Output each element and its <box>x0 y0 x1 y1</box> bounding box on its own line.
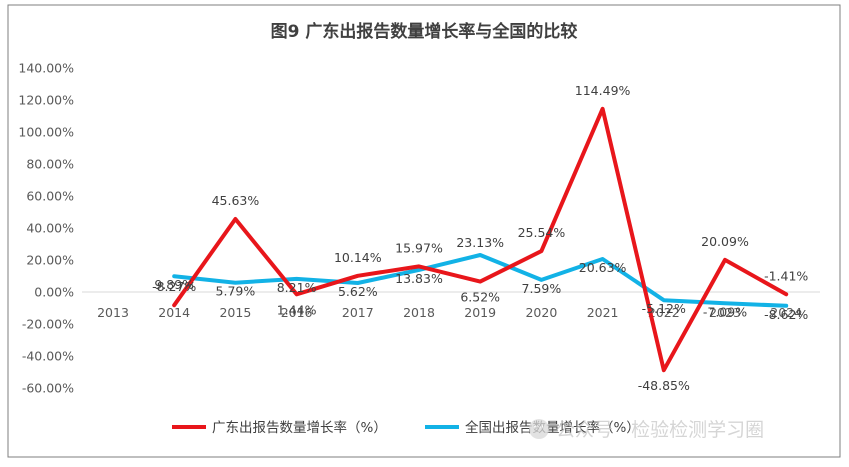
data-label: -7.09% <box>703 304 747 319</box>
data-label: 20.63% <box>579 260 627 275</box>
y-tick-label: -20.00% <box>22 317 74 332</box>
data-label: -8.27% <box>152 279 196 294</box>
data-label: 114.49% <box>575 83 631 98</box>
chart-border <box>7 4 841 458</box>
x-tick-label: 2022 <box>648 305 680 320</box>
x-tick-label: 2014 <box>158 305 190 320</box>
y-tick-label: 20.00% <box>26 253 74 268</box>
chart-title: 图9 广东出报告数量增长率与全国的比较 <box>271 21 578 42</box>
x-tick-label: 2016 <box>281 305 313 320</box>
y-tick-label: 60.00% <box>26 189 74 204</box>
data-label: 25.54% <box>518 225 566 240</box>
data-label: 15.97% <box>395 240 443 255</box>
watermark: 公众号 · 检验检测学习圈 <box>529 419 764 441</box>
data-label: 8.21% <box>277 280 317 295</box>
data-label: 13.83% <box>395 271 443 286</box>
y-tick-label: -60.00% <box>22 381 74 396</box>
data-label: 7.59% <box>522 281 562 296</box>
x-axis: 2013 2014 2015 2016 2017 2018 2019 2020 2021 2022… <box>97 305 802 320</box>
legend-label: 全国出报告数量增长率（%） <box>465 419 640 436</box>
data-label: 10.14% <box>334 250 382 265</box>
series-line-national <box>172 253 789 308</box>
legend: 广东出报告数量增长率（%） 全国出报告数量增长率（%） <box>172 419 640 436</box>
data-label: 9.89% <box>154 277 194 292</box>
x-tick-label: 2017 <box>342 305 374 320</box>
watermark-text: 公众号 · 检验检测学习圈 <box>556 419 764 441</box>
x-tick-label: 2020 <box>525 305 557 320</box>
y-tick-label: 0.00% <box>34 285 74 300</box>
data-label: 20.09% <box>701 234 749 249</box>
data-labels: -8.27% 45.63% 1.44% 10.14% 15.97% 6.52% 25.54%… <box>152 83 808 393</box>
y-axis: 140.00% 120.00% 100.00% 80.00% 60.00% 40.00% 2… <box>18 61 74 396</box>
x-tick-label: 2024 <box>770 305 802 320</box>
data-label: 5.79% <box>216 284 256 299</box>
y-tick-label: 100.00% <box>18 125 74 140</box>
y-tick-label: 80.00% <box>26 157 74 172</box>
data-label: -5.12% <box>642 301 686 316</box>
data-label: 1.44% <box>277 302 317 317</box>
legend-label: 广东出报告数量增长率（%） <box>212 419 387 436</box>
wechat-logo-icon <box>529 419 549 439</box>
x-tick-label: 2023 <box>709 305 741 320</box>
x-tick-label: 2015 <box>219 305 251 320</box>
series-line-guangdong <box>172 106 789 373</box>
data-label: -8.62% <box>764 307 808 322</box>
y-tick-label: 40.00% <box>26 221 74 236</box>
data-label: 45.63% <box>212 193 260 208</box>
wechat-logo-eye-left <box>533 425 537 429</box>
data-label: 6.52% <box>460 290 500 305</box>
data-label: 23.13% <box>456 235 504 250</box>
data-label: -1.41% <box>764 268 808 283</box>
y-tick-label: 120.00% <box>18 93 74 108</box>
x-tick-label: 2021 <box>587 305 619 320</box>
y-tick-label: -40.00% <box>22 349 74 364</box>
data-label: -48.85% <box>638 378 690 393</box>
x-tick-label: 2019 <box>464 305 496 320</box>
wechat-logo-eye-right <box>540 425 544 429</box>
data-label: 5.62% <box>338 284 378 299</box>
y-tick-label: 140.00% <box>18 61 74 76</box>
x-tick-label: 2018 <box>403 305 435 320</box>
series-lines <box>172 106 789 373</box>
x-tick-label: 2013 <box>97 305 129 320</box>
